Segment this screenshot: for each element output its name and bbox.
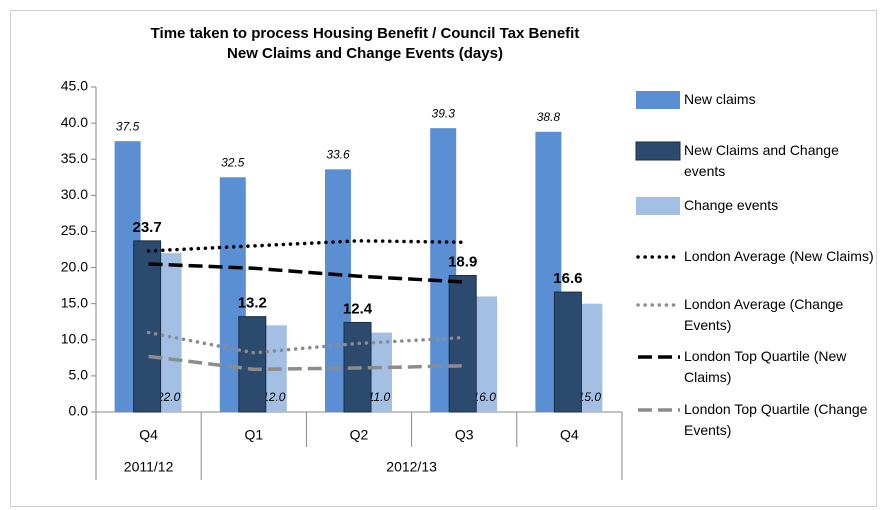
data-label: 15.0 bbox=[578, 390, 602, 404]
y-tick-label: 0.0 bbox=[69, 403, 89, 419]
data-label: 16.0 bbox=[473, 390, 497, 404]
x-tick-label: Q1 bbox=[244, 427, 263, 443]
chart-title: Time taken to process Housing Benefit / … bbox=[150, 25, 580, 62]
group-label: 2011/12 bbox=[124, 459, 174, 475]
bar bbox=[553, 291, 582, 413]
line bbox=[148, 354, 465, 372]
data-label: 18.9 bbox=[448, 253, 477, 270]
y-tick-label: 40.0 bbox=[61, 114, 88, 130]
y-tick-label: 25.0 bbox=[61, 222, 88, 238]
data-label: 32.5 bbox=[221, 155, 245, 169]
x-tick-label: Q2 bbox=[350, 427, 369, 443]
legend-label: New Claims and Change events bbox=[684, 142, 839, 179]
y-tick-label: 10.0 bbox=[61, 330, 88, 346]
data-label: 37.5 bbox=[116, 119, 140, 133]
data-label: 33.6 bbox=[326, 148, 350, 162]
x-tick-label: Q3 bbox=[455, 427, 474, 443]
legend-swatch bbox=[636, 197, 680, 215]
legend-label: New claims bbox=[684, 91, 756, 107]
data-label: 11.0 bbox=[368, 390, 391, 404]
line bbox=[146, 239, 466, 253]
data-label: 12.0 bbox=[262, 390, 286, 404]
x-tick-label: Q4 bbox=[560, 427, 579, 443]
legend-swatch bbox=[636, 91, 680, 109]
y-tick-label: 35.0 bbox=[61, 150, 88, 166]
y-tick-label: 45.0 bbox=[61, 78, 88, 94]
data-label: 23.7 bbox=[132, 219, 161, 236]
bar bbox=[448, 275, 477, 413]
frame bbox=[10, 10, 877, 507]
legend-swatch bbox=[635, 141, 681, 161]
group-label: 2012/13 bbox=[386, 459, 437, 475]
data-label: 12.4 bbox=[343, 300, 373, 317]
line bbox=[146, 330, 466, 355]
legend-label: London Average (New Claims) bbox=[684, 248, 874, 264]
bar bbox=[238, 316, 267, 413]
y-tick-label: 15.0 bbox=[61, 294, 88, 310]
data-label: 16.6 bbox=[553, 270, 582, 287]
y-tick-label: 5.0 bbox=[69, 367, 89, 383]
line bbox=[148, 262, 465, 284]
legend-label: London Top Quartile (Change Events) bbox=[684, 401, 868, 438]
y-tick-label: 20.0 bbox=[61, 258, 88, 274]
y-tick-label: 30.0 bbox=[61, 186, 88, 202]
data-label: 38.8 bbox=[537, 110, 561, 124]
legend-label: Change events bbox=[684, 197, 779, 213]
data-label: 13.2 bbox=[238, 295, 267, 312]
legend-label: London Top Quartile (New Claims) bbox=[684, 348, 847, 385]
data-label: 22.0 bbox=[156, 390, 181, 404]
data-label: 39.3 bbox=[432, 106, 456, 120]
x-tick-label: Q4 bbox=[139, 427, 158, 443]
bar bbox=[133, 240, 162, 413]
legend-label: London Average (Change Events) bbox=[684, 296, 844, 333]
